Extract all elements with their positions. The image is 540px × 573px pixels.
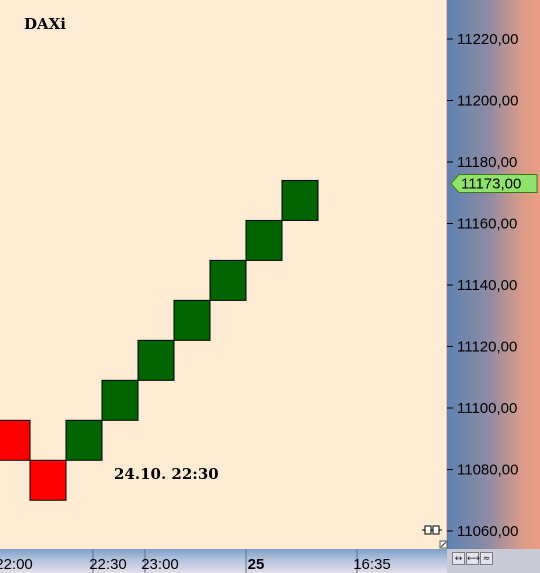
brick-annotation: 24.10. 22:30 xyxy=(114,465,219,483)
resize-corner-icon[interactable] xyxy=(439,540,448,549)
y-tick-label: 11060,00 xyxy=(457,523,518,540)
y-tick-label: 11080,00 xyxy=(457,462,518,479)
renko-brick-up xyxy=(173,299,211,341)
y-tick-group: 11220,00 11200,00 11180,00 11160,00 11140,00… xyxy=(447,31,518,540)
current-price-label: 11173,00 xyxy=(461,176,521,193)
x-tick-label: 22:00 xyxy=(0,556,33,573)
renko-brick-up xyxy=(209,259,247,301)
chart-title: DAXi xyxy=(24,15,66,33)
x-tick-group: 22:00 22:30 23:00 25 16:35 xyxy=(0,549,391,573)
renko-brick-down xyxy=(0,419,31,461)
x-tick-label: 23:00 xyxy=(141,556,179,573)
x-tick-label: 22:30 xyxy=(89,556,127,573)
renko-brick-up xyxy=(137,339,175,381)
x-tick-label: 25 xyxy=(248,556,265,573)
renko-brick-up xyxy=(101,379,139,421)
time-axis[interactable] xyxy=(0,549,447,573)
y-tick-label: 11100,00 xyxy=(457,400,517,417)
renko-brick-up xyxy=(245,219,283,261)
scroll-left-right-icon[interactable]: ↔ xyxy=(452,552,465,565)
renko-brick-down xyxy=(29,459,67,501)
plot-border xyxy=(446,0,447,549)
zoom-horizontal-icon[interactable]: ⟷ xyxy=(466,552,480,565)
renko-brick-up xyxy=(65,419,103,461)
current-price-tag: 11173,00 xyxy=(450,174,538,194)
x-tick-label: 16:35 xyxy=(353,556,391,573)
y-tick-label: 11120,00 xyxy=(457,339,517,356)
renko-brick-up xyxy=(281,179,319,221)
y-tick-label: 11140,00 xyxy=(457,277,517,294)
brick-group xyxy=(0,179,319,501)
y-tick-label: 11160,00 xyxy=(457,216,517,233)
y-tick-label: 11200,00 xyxy=(457,93,518,110)
y-tick-label: 11220,00 xyxy=(457,31,518,48)
price-axis[interactable] xyxy=(447,0,540,549)
crosshair-handle-icon[interactable] xyxy=(422,525,442,535)
current-price-tag-shape xyxy=(450,174,538,194)
y-tick-label: 11180,00 xyxy=(457,154,517,171)
auto-scale-icon[interactable]: ≈ xyxy=(480,552,493,565)
